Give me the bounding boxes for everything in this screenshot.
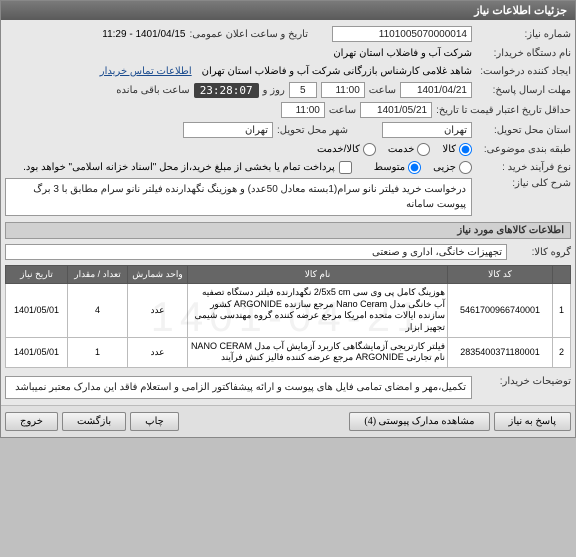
cat-goods-option[interactable]: کالا [442, 143, 472, 156]
requester-label: ایجاد کننده درخواست: [476, 66, 571, 77]
details-window: جزئیات اطلاعات نیاز شماره نیاز: 11010050… [0, 0, 576, 438]
attachments-button[interactable]: مشاهده مدارک پیوستی (4) [349, 412, 489, 431]
th-name: نام کالا [188, 266, 448, 284]
proc-medium-label: متوسط [374, 162, 405, 173]
valid-label: حداقل تاریخ اعتبار قیمت تا تاریخ: [436, 105, 571, 116]
cat-both-radio[interactable] [363, 143, 376, 156]
exit-button[interactable]: خروج [5, 412, 58, 431]
cell-qty: 4 [68, 284, 128, 338]
buyer-org-label: نام دستگاه خریدار: [476, 48, 571, 59]
deadline-date: 1401/04/21 [400, 82, 472, 98]
th-idx [553, 266, 571, 284]
cell-unit: عدد [128, 284, 188, 338]
delivery-city-label: شهر محل تحویل: [277, 125, 348, 136]
contact-link[interactable]: اطلاعات تماس خریدار [100, 66, 192, 77]
remaining-label: ساعت باقی مانده [116, 85, 189, 96]
cell-date: 1401/05/01 [6, 284, 68, 338]
proc-small-radio[interactable] [459, 161, 472, 174]
group-label: گروه کالا: [511, 247, 571, 258]
cat-service-radio[interactable] [417, 143, 430, 156]
cell-qty: 1 [68, 337, 128, 367]
deadline-time-label: ساعت [369, 85, 396, 96]
cat-service-option[interactable]: خدمت [388, 143, 431, 156]
cat-service-label: خدمت [388, 144, 415, 155]
need-no-label: شماره نیاز: [476, 29, 571, 40]
requester-value: شاهد غلامی کارشناس بازرگانی شرکت آب و فا… [202, 66, 472, 77]
cat-both-option[interactable]: کالا/خدمت [317, 143, 376, 156]
cell-idx: 2 [553, 337, 571, 367]
th-qty: تعداد / مقدار [68, 266, 128, 284]
th-unit: واحد شمارش [128, 266, 188, 284]
announce-label: تاریخ و ساعت اعلان عمومی: [190, 29, 309, 40]
th-code: کد کالا [448, 266, 553, 284]
cat-goods-radio[interactable] [459, 143, 472, 156]
doc-checkbox-row: پرداخت تمام یا بخشی از مبلغ خرید،از محل … [23, 161, 352, 174]
days-remaining: 5 [289, 82, 317, 98]
category-label: طبقه بندی موضوعی: [476, 144, 571, 155]
delivery-state-label: استان محل تحویل: [476, 125, 571, 136]
proc-medium-option[interactable]: متوسط [374, 161, 421, 174]
cell-code: 2835400371180001 [448, 337, 553, 367]
respond-button[interactable]: پاسخ به نیاز [494, 412, 572, 431]
goods-section-header: اطلاعات کالاهای مورد نیاز [5, 222, 571, 239]
goods-table: کد کالا نام کالا واحد شمارش تعداد / مقدا… [5, 265, 571, 368]
buyer-notes: تکمیل،مهر و امضای تمامی فایل های پیوست و… [5, 376, 472, 399]
button-bar: پاسخ به نیاز مشاهده مدارک پیوستی (4) چاپ… [1, 405, 575, 437]
table-row[interactable]: 22835400371180001فیلتر کارتریجی آزمایشگا… [6, 337, 571, 367]
announce-value: 1401/04/15 - 11:29 [102, 29, 185, 40]
content-area: شماره نیاز: 1101005070000014 تاریخ و ساع… [1, 20, 575, 405]
cell-name: هوزینگ کامل پی وی سی 2/5x5 cm نگهدارنده … [188, 284, 448, 338]
process-radio-group: جزیی متوسط [374, 161, 472, 174]
table-row[interactable]: 15461700966740001هوزینگ کامل پی وی سی 2/… [6, 284, 571, 338]
cell-name: فیلتر کارتریجی آزمایشگاهی کاربرد آزمایش … [188, 337, 448, 367]
print-button[interactable]: چاپ [130, 412, 179, 431]
buyer-org-value: شرکت آب و فاضلاب استان تهران [333, 48, 472, 59]
proc-medium-radio[interactable] [408, 161, 421, 174]
category-radio-group: کالا خدمت کالا/خدمت [317, 143, 472, 156]
cell-code: 5461700966740001 [448, 284, 553, 338]
treasury-checkbox[interactable] [339, 161, 352, 174]
th-date: تاریخ نیاز [6, 266, 68, 284]
cat-both-label: کالا/خدمت [317, 144, 360, 155]
proc-small-label: جزیی [433, 162, 456, 173]
title-bar: جزئیات اطلاعات نیاز [1, 1, 575, 20]
cell-idx: 1 [553, 284, 571, 338]
back-button[interactable]: بازگشت [62, 412, 126, 431]
overall-label: شرح کلی نیاز: [476, 178, 571, 189]
valid-date: 1401/05/21 [360, 102, 432, 118]
valid-time-label: ساعت [329, 105, 356, 116]
proc-small-option[interactable]: جزیی [433, 161, 472, 174]
countdown-timer: 23:28:07 [194, 83, 259, 98]
cat-goods-label: کالا [442, 144, 456, 155]
table-wrap: کد کالا نام کالا واحد شمارش تعداد / مقدا… [5, 265, 571, 368]
deadline-time: 11:00 [321, 82, 365, 98]
window-title: جزئیات اطلاعات نیاز [474, 5, 567, 17]
deadline-label: مهلت ارسال پاسخ: [476, 85, 571, 96]
delivery-state: تهران [382, 122, 472, 138]
overall-desc: درخواست خرید فیلتر نانو سرام(1بسته معادل… [5, 178, 472, 216]
doc-note: پرداخت تمام یا بخشی از مبلغ خرید،از محل … [23, 162, 335, 173]
need-no-value: 1101005070000014 [332, 26, 472, 42]
delivery-city: تهران [183, 122, 273, 138]
buyer-notes-label: توضیحات خریدار: [476, 376, 571, 387]
days-label: روز و [263, 85, 285, 96]
cell-unit: عدد [128, 337, 188, 367]
cell-date: 1401/05/01 [6, 337, 68, 367]
group-value: تجهیزات خانگی، اداری و صنعتی [5, 244, 507, 260]
process-label: نوع فرآیند خرید : [476, 162, 571, 173]
valid-time: 11:00 [281, 102, 325, 118]
